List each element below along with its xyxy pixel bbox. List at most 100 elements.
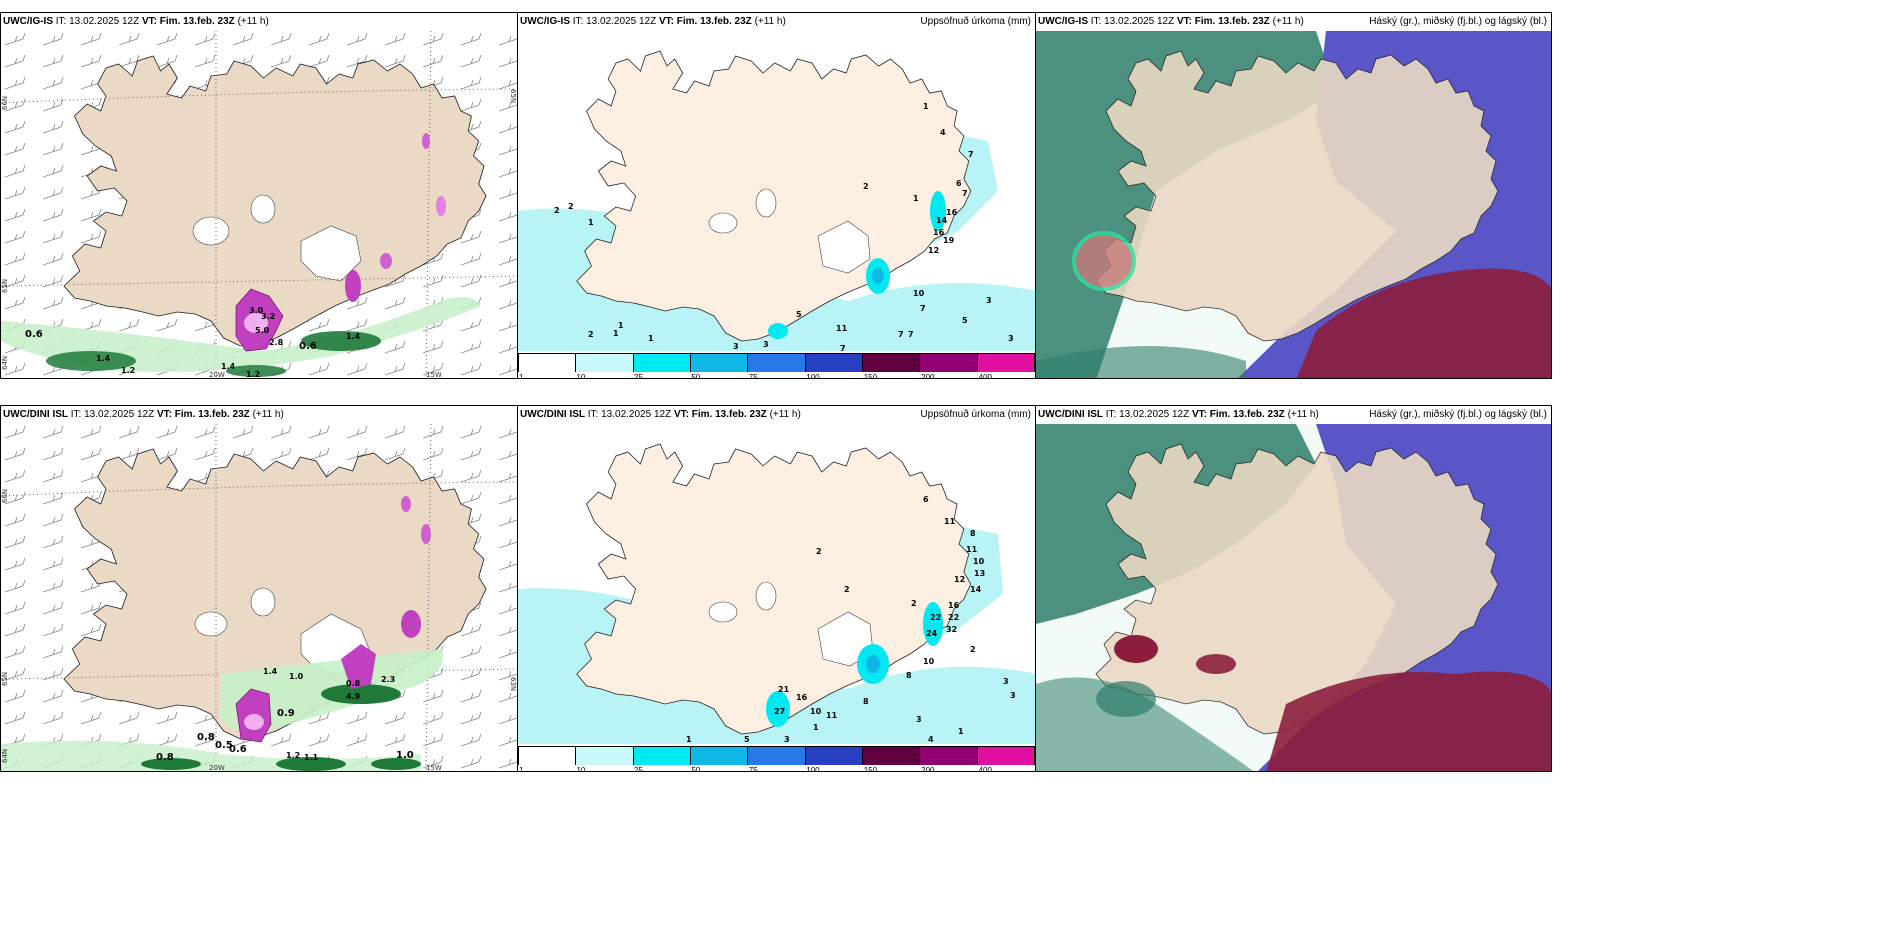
axis-label: 15W [426,764,442,772]
axis-label: 64N [1,749,9,763]
precip-value: 6 [956,179,962,188]
map-panel-precip-dini: UWC/DINI ISL IT: 13.02.2025 12Z VT: Fim.… [517,405,1036,772]
value-label: 5.0 [255,326,270,335]
precip-value: 22 [930,613,941,622]
precip-value: 10 [810,707,822,716]
precip-value: 6 [923,495,929,504]
glacier-shape [192,216,230,246]
colorbar-tick: 75 [748,373,758,379]
value-label: 0.6 [229,744,247,755]
panel-right-title: Háský (gr.), miðský (fj.bl.) og lágský (… [1369,409,1547,420]
panel-title: UWC/DINI ISL IT: 13.02.2025 12Z VT: Fim.… [520,409,801,420]
colorbar-tick: 400 [978,766,992,772]
precip-value: 2 [588,330,594,339]
axis-label: 63N [509,677,517,691]
precip-value: 1 [958,727,964,736]
colorbar-tick: 10 [576,373,586,379]
value-label: 1.2 [286,751,300,760]
precip-value: 24 [926,629,938,638]
precip-value: 2 [970,645,976,654]
colorbar-tick: 10 [576,766,586,772]
colorbar-segment [977,354,1035,372]
axis-label: 66N [1,489,9,503]
value-label: 0.6 [299,341,317,352]
precip-value: 3 [916,715,922,724]
precip-value: 2 [816,547,822,556]
wind-map: 1.4 1.0 0.8 2.3 4.9 0.9 0.8 0.5 0.6 1.2 … [1,424,517,772]
panel-title: UWC/IG-IS IT: 13.02.2025 12Z VT: Fim. 13… [520,16,786,27]
precip-value: 2 [554,206,560,215]
colorbar: 1 10 25 50 75 100 150 200 400 [518,353,1035,379]
colorbar-tick: 100 [806,373,820,379]
colorbar-tick: 1 [519,373,524,379]
colorbar-segment [920,747,978,765]
colorbar-segment [920,354,978,372]
colorbar-tick: 400 [978,373,992,379]
precip-value: 2 [844,585,850,594]
precip-value: 32 [946,625,957,634]
precip-value: 5 [796,310,802,319]
map-panel-precip-igis: UWC/IG-IS IT: 13.02.2025 12Z VT: Fim. 13… [517,12,1036,379]
colorbar-segment [518,747,577,765]
axis-label: 20W [209,764,225,772]
value-label: 1.4 [263,667,278,676]
panel-title: UWC/IG-IS IT: 13.02.2025 12Z VT: Fim. 13… [1038,16,1304,27]
colorbar-segment [633,747,691,765]
precip-value: 7 [920,304,926,313]
panel-right-title: Uppsöfnuð úrkoma (mm) [920,409,1031,420]
precip-value: 7 [840,344,846,351]
precip-value: 16 [948,601,960,610]
panel-title: UWC/DINI ISL IT: 13.02.2025 12Z VT: Fim.… [3,409,284,420]
axis-label: 64N [1,356,9,370]
value-label: 1.4 [346,332,361,341]
wind-map: 3.0 3.2 5.0 2.8 0.6 0.6 1.4 1.2 1.4 1.4 … [1,31,517,379]
colorbar-tick: 50 [691,373,701,379]
precip-value: 7 [968,150,974,159]
precip-value: 3 [763,340,769,349]
map-panel-wind-dini: UWC/DINI ISL IT: 13.02.2025 12Z VT: Fim.… [0,405,518,772]
value-label: 2.8 [269,338,284,347]
colorbar-tick: 25 [633,373,643,379]
colorbar-segment [690,747,749,765]
axis-label: 65N [509,89,517,103]
colorbar: 1 10 25 50 75 100 150 200 400 [518,746,1035,772]
colorbar-tick: 200 [921,373,935,379]
colorbar-segment [805,747,863,765]
precip-value: 11 [944,517,956,526]
precip-value: 21 [778,685,790,694]
precip-value: 10 [913,289,925,298]
panel-right-title: Uppsöfnuð úrkoma (mm) [920,16,1031,27]
map-panel-clouds-dini: UWC/DINI ISL IT: 13.02.2025 12Z VT: Fim.… [1035,405,1552,772]
cloud-map [1036,31,1551,378]
precip-value: 13 [974,569,985,578]
value-label: 0.9 [277,708,295,719]
precip-value: 2 [911,599,917,608]
precip-value: 8 [906,671,912,680]
precip-value: 1 [618,321,624,330]
colorbar-segment [690,354,749,372]
precip-map: 1 4 7 6 7 2 16 14 16 19 12 10 7 5 3 5 11… [518,50,1035,351]
colorbar-segment [805,354,863,372]
precip-value: 22 [948,613,959,622]
precip-value: 1 [613,329,619,338]
panel-title: UWC/DINI ISL IT: 13.02.2025 12Z VT: Fim.… [1038,409,1319,420]
colorbar-segment [576,354,634,372]
precip-value: 1 [686,735,692,744]
colorbar-tick: 25 [633,766,643,772]
precip-value: 5 [962,316,968,325]
colorbar-tick: 1 [519,766,524,772]
precip-value: 16 [796,693,808,702]
value-label: 1.2 [121,366,135,375]
precip-value: 1 [813,723,819,732]
value-label: 4.9 [346,692,361,701]
colorbar-tick: 75 [748,766,758,772]
map-panel-clouds-igis: UWC/IG-IS IT: 13.02.2025 12Z VT: Fim. 13… [1035,12,1552,379]
colorbar-segment [518,354,577,372]
precip-value: 2 [863,182,869,191]
axis-label: 20W [209,371,225,379]
panel-title: UWC/IG-IS IT: 13.02.2025 12Z VT: Fim. 13… [3,16,269,27]
precip-value: 1 [588,218,594,227]
precip-value: 7 [962,189,968,198]
precip-value: 3 [784,735,790,744]
colorbar-segment [748,354,806,372]
